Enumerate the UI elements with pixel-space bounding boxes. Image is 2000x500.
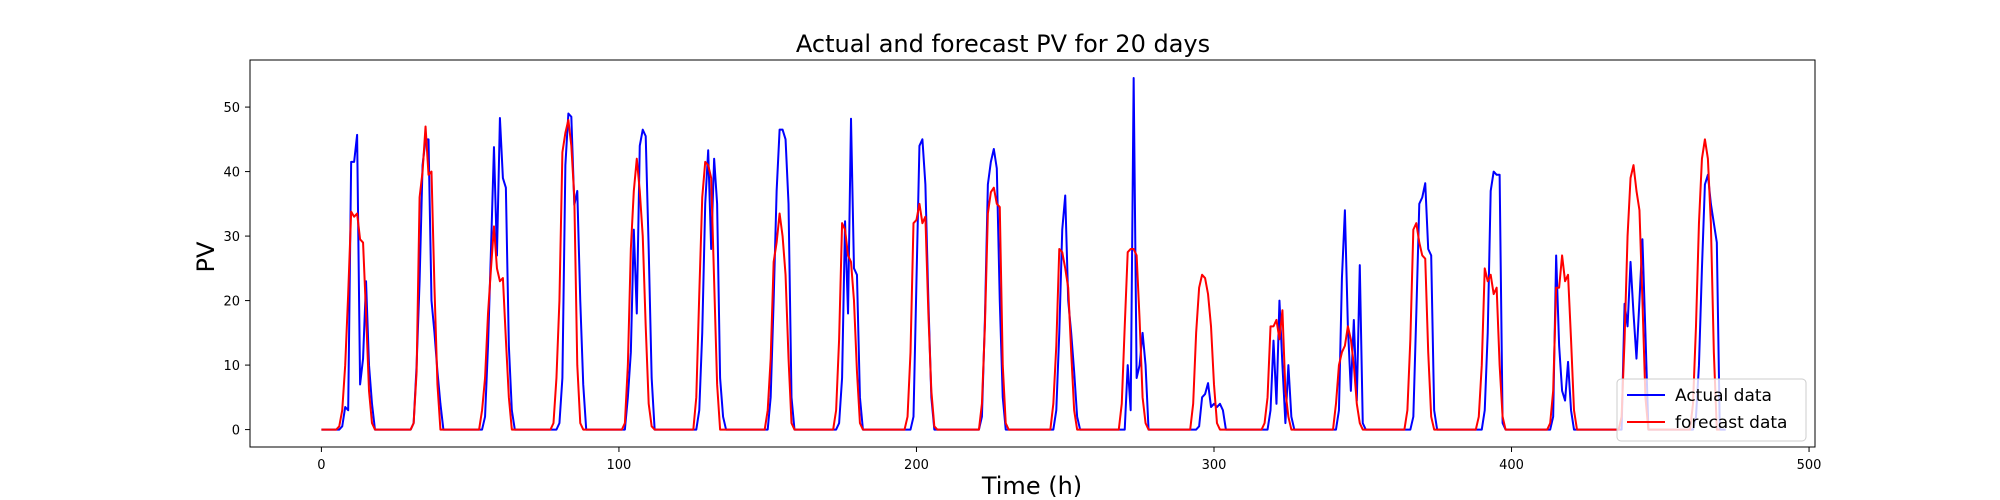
ticks-layer: 0 100 200 300 400 500 0 10 20 30 40 50 xyxy=(223,101,1821,473)
y-axis-label: PV xyxy=(192,241,220,272)
y-tick-label: 30 xyxy=(223,230,240,245)
x-tick-label: 200 xyxy=(904,458,929,473)
x-tick-label: 400 xyxy=(1499,458,1524,473)
x-tick-label: 0 xyxy=(317,458,325,473)
plot-area-frame xyxy=(249,59,1816,448)
legend-label-1: forecast data xyxy=(1675,413,1787,433)
series-line-1 xyxy=(321,118,1720,431)
y-tick-label: 50 xyxy=(223,101,240,116)
chart-title: Actual and forecast PV for 20 days xyxy=(796,30,1210,58)
y-tick-label: 40 xyxy=(223,166,240,181)
x-tick-label: 300 xyxy=(1202,458,1227,473)
y-tick-label: 10 xyxy=(223,359,240,374)
y-tick-label: 0 xyxy=(232,424,240,439)
legend-label-0: Actual data xyxy=(1675,386,1772,406)
series-line-0 xyxy=(321,77,1726,431)
x-tick-label: 500 xyxy=(1797,458,1822,473)
series-layer xyxy=(321,77,1726,431)
y-tick-label: 20 xyxy=(223,295,240,310)
x-axis-label: Time (h) xyxy=(981,472,1082,500)
x-tick-label: 100 xyxy=(607,458,632,473)
legend: Actual data forecast data xyxy=(1616,378,1807,442)
